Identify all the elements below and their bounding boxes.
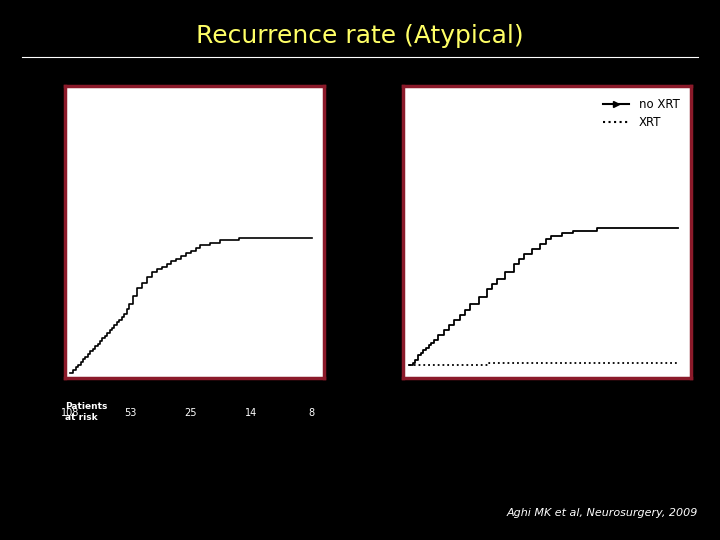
XRT [539, 360, 547, 366]
no XRT [414, 352, 423, 359]
no XRT [509, 261, 518, 267]
no XRT [422, 345, 431, 351]
no XRT [404, 362, 413, 369]
no XRT [558, 230, 567, 237]
no XRT [487, 281, 496, 287]
no XRT [466, 301, 474, 308]
Text: 8: 8 [309, 408, 315, 418]
XRT [418, 362, 426, 369]
Text: 108: 108 [60, 408, 78, 418]
Text: 53: 53 [124, 408, 136, 418]
XRT [512, 360, 521, 366]
no XRT [430, 337, 438, 343]
no XRT [408, 360, 417, 366]
no XRT [411, 357, 420, 363]
no XRT [427, 339, 436, 346]
XRT [458, 362, 467, 369]
no XRT [660, 225, 669, 232]
no XRT [456, 312, 464, 318]
XRT [647, 360, 655, 366]
no XRT [528, 246, 536, 252]
no XRT [541, 235, 550, 242]
no XRT [606, 225, 615, 232]
no XRT [579, 228, 588, 234]
no XRT [620, 225, 629, 232]
Line: XRT: XRT [408, 363, 678, 366]
no XRT [493, 276, 502, 282]
no XRT [585, 228, 593, 234]
no XRT [482, 286, 491, 293]
Y-axis label: Percent
recurrence: Percent recurrence [336, 200, 364, 264]
Text: 25: 25 [184, 408, 197, 418]
no XRT [633, 225, 642, 232]
no XRT [419, 347, 428, 353]
no XRT [461, 306, 469, 313]
no XRT [450, 316, 459, 323]
no XRT [593, 225, 601, 232]
XRT [593, 360, 601, 366]
no XRT [515, 255, 523, 262]
XRT [566, 360, 575, 366]
no XRT [434, 332, 443, 338]
no XRT [474, 294, 483, 300]
no XRT [445, 321, 454, 328]
no XRT [552, 233, 561, 239]
Text: 14: 14 [246, 408, 258, 418]
no XRT [536, 240, 545, 247]
no XRT [563, 230, 572, 237]
XRT [673, 360, 682, 366]
XRT [431, 362, 440, 369]
no XRT [425, 342, 433, 348]
X-axis label: Time (y): Time (y) [518, 403, 577, 416]
XRT [485, 360, 494, 366]
Line: no XRT: no XRT [408, 228, 678, 366]
Legend: no XRT, XRT: no XRT, XRT [597, 92, 685, 135]
X-axis label: Time (y): Time (y) [165, 403, 224, 416]
Text: Aghi MK et al, Neurosurgery, 2009: Aghi MK et al, Neurosurgery, 2009 [507, 508, 698, 518]
no XRT [439, 327, 448, 333]
no XRT [574, 228, 582, 234]
no XRT [647, 225, 655, 232]
Y-axis label: Percent
recurrence: Percent recurrence [0, 200, 25, 264]
no XRT [569, 228, 577, 234]
no XRT [520, 251, 528, 257]
no XRT [501, 268, 510, 275]
no XRT [547, 233, 556, 239]
XRT [404, 362, 413, 369]
XRT [620, 360, 629, 366]
no XRT [673, 225, 682, 232]
no XRT [416, 349, 425, 356]
Text: Patients
at risk: Patients at risk [65, 402, 107, 422]
Text: Recurrence rate (Atypical): Recurrence rate (Atypical) [196, 24, 524, 48]
